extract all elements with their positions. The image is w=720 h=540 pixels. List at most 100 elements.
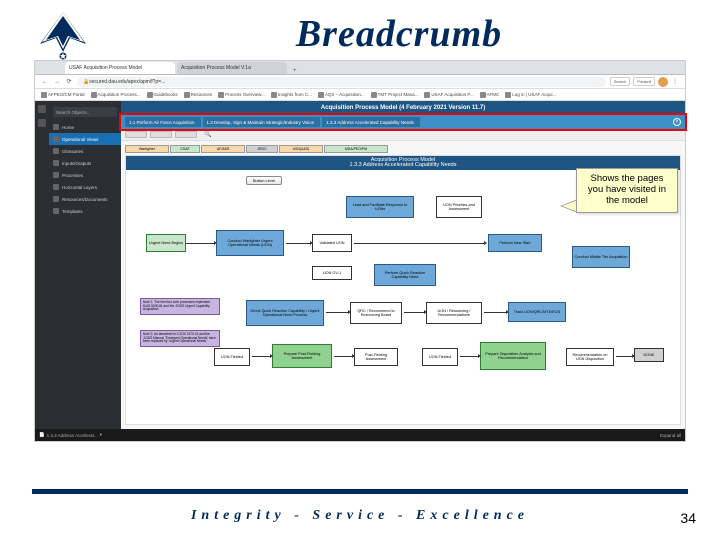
new-tab-icon[interactable]: + [293, 68, 297, 74]
browser-tab[interactable]: USAF Acquisition Process Model [65, 62, 175, 74]
flow-node[interactable]: Post-Fielding Assessment [354, 348, 398, 366]
profile-avatar[interactable] [658, 77, 668, 87]
process-icon [53, 172, 59, 178]
slide-header: Breadcrumb [0, 0, 720, 68]
bookmark[interactable]: AFMC [480, 92, 500, 98]
flow-node[interactable]: UON Priorities and Assessment [436, 196, 482, 218]
expand-all[interactable]: Expand all [660, 433, 681, 438]
url-field[interactable]: 🔒 secured.dau.edu/apex/apm/f?p=... [77, 77, 606, 87]
sidebar: Search Objects... Home Operational Views… [49, 101, 121, 429]
flow-arrow [286, 243, 310, 244]
bookmark-icon [147, 92, 153, 98]
url-action[interactable]: Paused [633, 77, 655, 86]
flow-node[interactable]: Perform Quick Reaction Capability Need [374, 264, 436, 286]
flow-arrow [252, 356, 270, 357]
bookmark[interactable]: AFPEO/CM Portal [41, 92, 85, 98]
breadcrumb-chip[interactable]: 1.3 Develop, Sign & Maintain Strategic/I… [203, 117, 321, 127]
toolbar-button[interactable] [175, 131, 197, 138]
flow-node[interactable]: Prepare Disposition Analysis and Recomme… [480, 342, 546, 370]
sidebar-item-glossaries[interactable]: Glossaries [49, 145, 121, 157]
bookmark[interactable]: Insights from C... [271, 92, 312, 98]
flow-arrow [334, 356, 352, 357]
flow-node[interactable]: Perform New Start [488, 234, 542, 252]
swimlane-label: CSAF [170, 145, 200, 153]
swimlane-label: MDA/PEO/PM [324, 145, 388, 153]
bookmark[interactable]: USAF Acquisition P... [424, 92, 473, 98]
bookmark[interactable]: Log in | USAF Acqui... [505, 92, 556, 98]
slide-title: Breadcrumb [98, 12, 720, 56]
doc-icon [53, 196, 59, 202]
back-icon[interactable]: ← [41, 78, 49, 86]
flow-node[interactable]: UON OV-1 [312, 266, 352, 280]
flow-start[interactable]: Urgent Need Begins [146, 234, 186, 252]
bookmark[interactable]: AQX – Acquisition... [318, 92, 365, 98]
flowchart: Lead and Facilitate Response to UONs UON… [126, 190, 680, 424]
swimlane-label: Warfighter [125, 145, 169, 153]
flow-arrow [354, 243, 484, 244]
sidebar-item-resources[interactable]: Resources/Documents [49, 193, 121, 205]
flow-node[interactable]: Conduct Warfighter Urgent Operational Ne… [216, 230, 284, 256]
bookmark[interactable]: Acquisition Process... [91, 92, 141, 98]
flow-node[interactable]: UON / Resourcing / Recommendations [426, 302, 482, 324]
flow-node[interactable]: Conduct Middle Tier Acquisition [572, 246, 630, 268]
browser-tabbar: USAF Acquisition Process Model Acquisiti… [35, 61, 685, 75]
breadcrumb-close-icon[interactable]: × [673, 118, 681, 126]
swimlane-header: Warfighter CSAF AF/A5R JROC USD(A&S) MDA… [121, 143, 685, 155]
bookmark[interactable]: Process Overview... [218, 92, 265, 98]
swimlane-label: JROC [246, 145, 278, 153]
sidebar-item-opviews[interactable]: Operational Views [49, 133, 121, 145]
menu-icon[interactable]: ⋮ [671, 78, 679, 86]
flow-node[interactable]: Validated UON [312, 234, 352, 252]
flow-node[interactable]: UON Fielded [214, 348, 250, 366]
rail-icon[interactable] [38, 105, 46, 113]
zoom-icon[interactable]: 🔍 [204, 131, 211, 138]
breadcrumb-chip[interactable]: 1.1 Perform Air Force Acquisition [125, 117, 201, 127]
flow-arrow [326, 312, 348, 313]
taskbar-item[interactable]: 📄 1.3.3 Address Accelerat... ▾ [39, 432, 102, 438]
usaf-logo [28, 4, 98, 64]
toolbar-button[interactable] [125, 131, 147, 138]
bookmark-icon [41, 92, 47, 98]
flow-node[interactable]: Track UON/QRC/MTE/ECN [508, 302, 566, 322]
bookmark-icon [271, 92, 277, 98]
flow-end[interactable]: DONE [634, 348, 664, 362]
flow-node[interactable]: Direct Quick Reaction Capability / Urgen… [246, 300, 324, 326]
sidebar-item-home[interactable]: Home [49, 121, 121, 133]
content-toolbar: 🔍 [121, 129, 685, 141]
swimlane-label: AF/A5R [201, 145, 245, 153]
button-level[interactable]: Button Level [246, 176, 282, 185]
flow-arrow [404, 312, 424, 313]
rail-icon[interactable] [38, 119, 46, 127]
reload-icon[interactable]: ⟳ [65, 78, 73, 86]
flow-note: Note 2: As described in CJCSI 3170.01 an… [140, 330, 220, 347]
toolbar-button[interactable] [150, 131, 172, 138]
bookmark-icon [371, 92, 377, 98]
sidebar-item-layers[interactable]: Horizontal Layers [49, 181, 121, 193]
forward-icon[interactable]: → [53, 78, 61, 86]
url-actions: Search Paused ⋮ [610, 77, 679, 87]
sidebar-item-templates[interactable]: Templates [49, 205, 121, 217]
template-icon [53, 208, 59, 214]
bookmark[interactable]: Guidebooks [147, 92, 178, 98]
annotation-callout: Shows the pages you have visited in the … [576, 168, 678, 213]
url-action[interactable]: Search [610, 77, 631, 86]
flow-arrow [484, 312, 506, 313]
bookmark[interactable]: Resources [184, 92, 213, 98]
flow-node[interactable]: UON Fielded [422, 348, 458, 366]
sidebar-item-processes[interactable]: Processes [49, 169, 121, 181]
footer-rule [32, 489, 688, 494]
sidebar-search[interactable]: Search Objects... [53, 107, 117, 117]
flow-node[interactable]: QRC / Recommend to Resourcing Board [350, 302, 402, 324]
sidebar-item-io[interactable]: Inputs/Outputs [49, 157, 121, 169]
app-area: Search Objects... Home Operational Views… [35, 101, 685, 429]
page-number: 34 [680, 510, 696, 526]
flow-node[interactable]: Recommendation on UON Disposition [566, 348, 614, 366]
bookmark[interactable]: TMT Project Mana... [371, 92, 419, 98]
url-text: secured.dau.edu/apex/apm/f?p=... [89, 79, 165, 85]
flow-node[interactable]: Prepare Post-Fielding Assessment [272, 344, 332, 368]
browser-tab[interactable]: Acquisition Process Model V.1a [177, 62, 287, 74]
flow-node[interactable]: Lead and Facilitate Response to UONs [346, 196, 414, 218]
breadcrumb-chip[interactable]: 1.3.3 Address Accelerated Capability Nee… [322, 117, 420, 127]
content-pane: Acquisition Process Model (4 February 20… [121, 101, 685, 429]
bookmark-icon [480, 92, 486, 98]
